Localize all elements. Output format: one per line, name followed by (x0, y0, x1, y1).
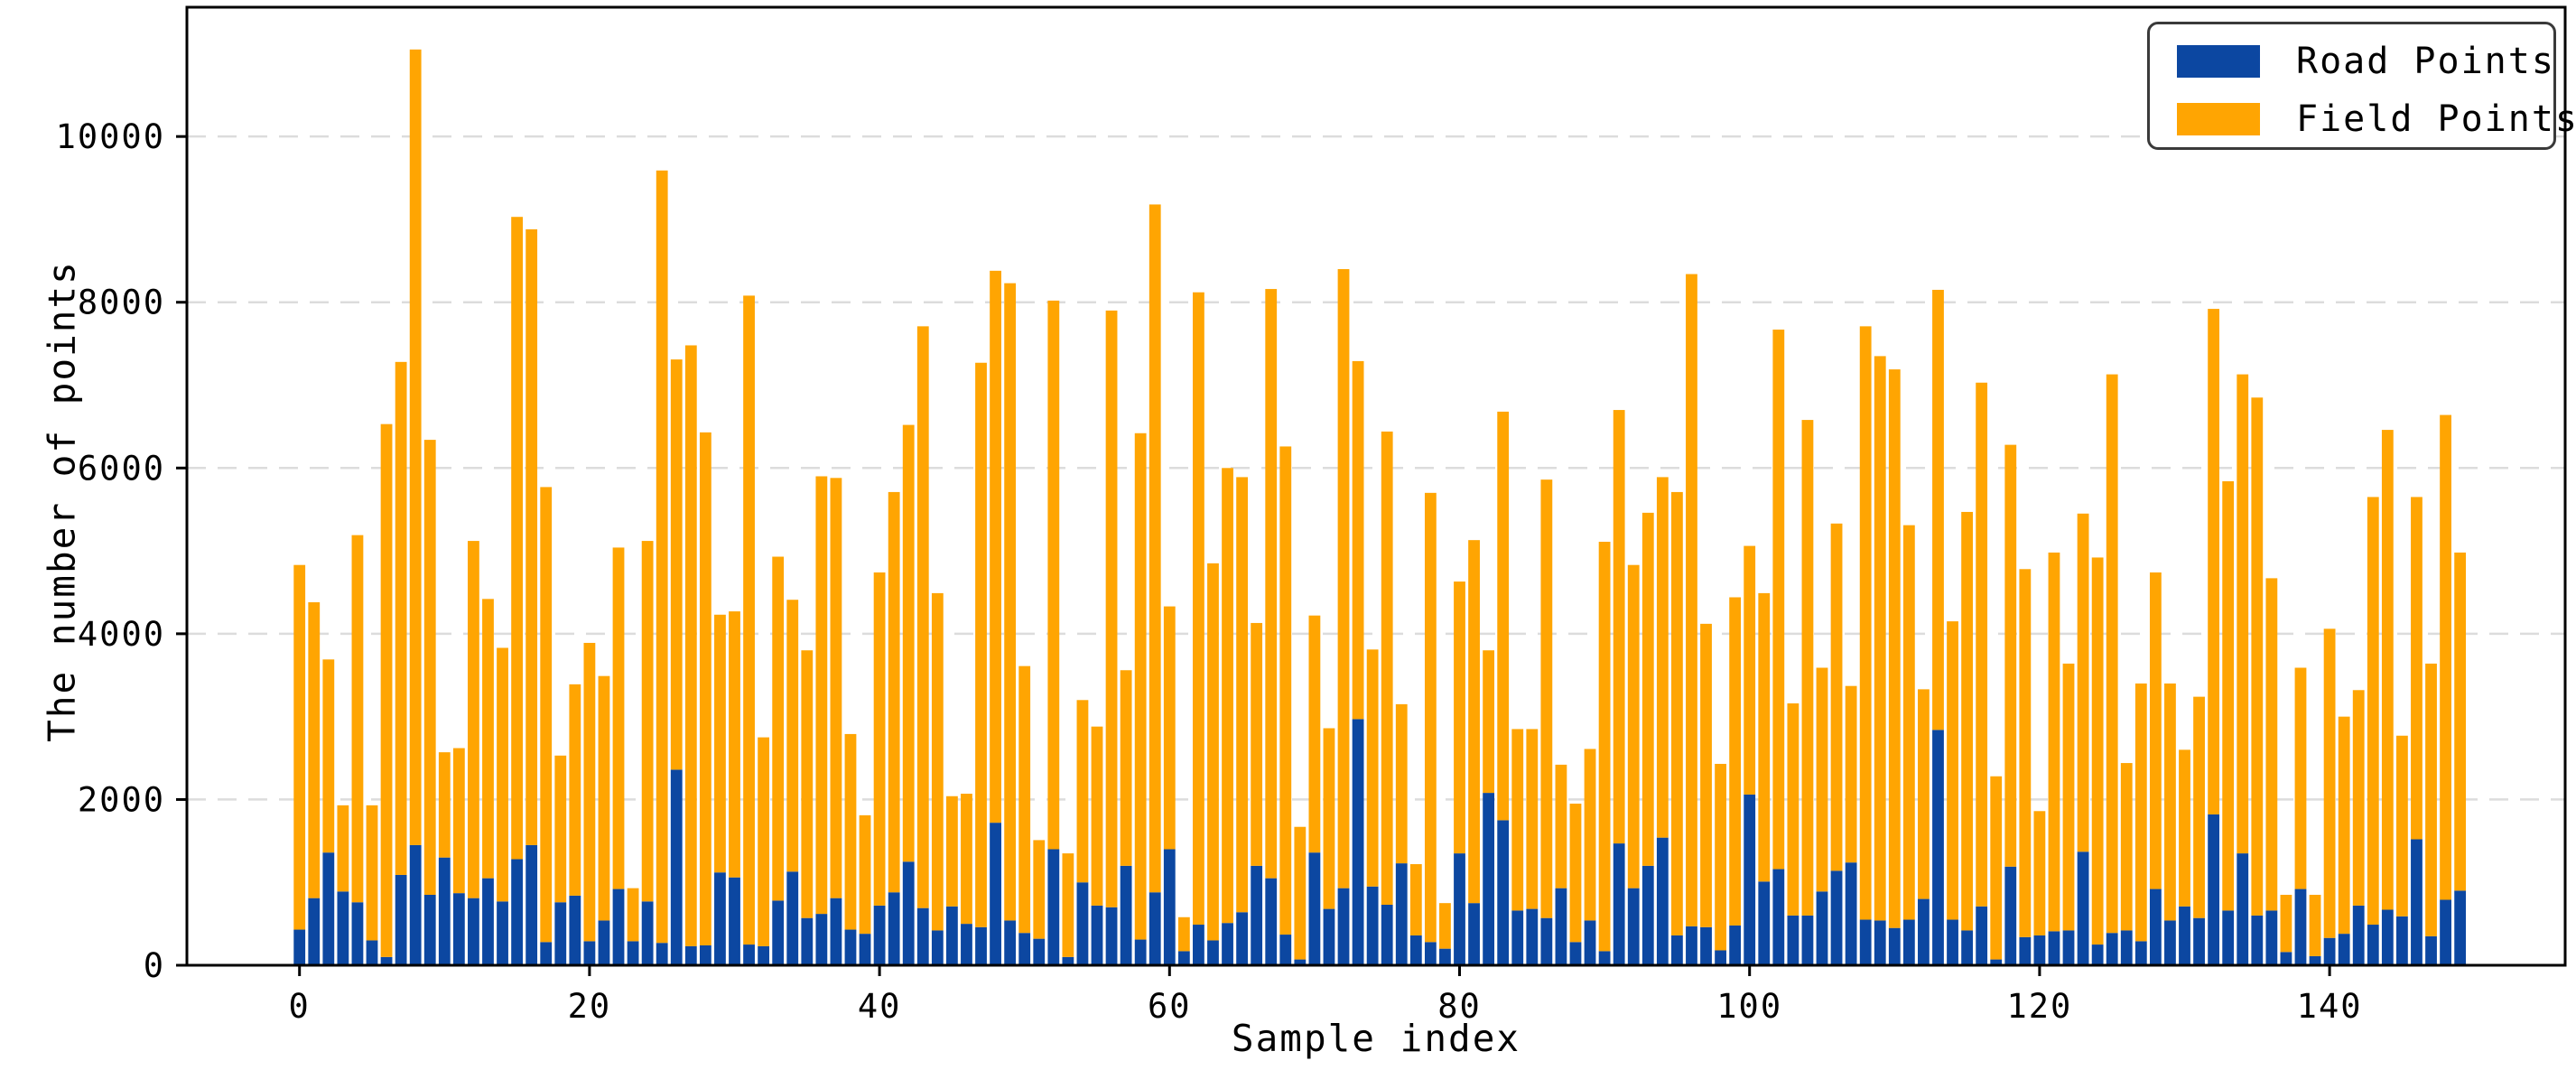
svg-text:80: 80 (1437, 987, 1482, 1026)
svg-text:8000: 8000 (78, 284, 165, 322)
svg-text:2000: 2000 (78, 780, 165, 819)
svg-text:140: 140 (2297, 987, 2363, 1026)
svg-text:120: 120 (2006, 987, 2072, 1026)
legend-label-field: Field Points (2296, 98, 2576, 140)
legend-label-road: Road Points (2296, 41, 2555, 82)
svg-text:60: 60 (1148, 987, 1192, 1026)
legend: Road Points Field Points (2147, 22, 2576, 150)
svg-text:100: 100 (1716, 987, 1782, 1026)
y-axis-label: The number of points (40, 260, 84, 742)
svg-text:0: 0 (144, 946, 165, 985)
svg-text:6000: 6000 (78, 449, 165, 488)
legend-item-road: Road Points (2177, 41, 2555, 82)
road-points-swatch (2177, 45, 2260, 78)
svg-text:40: 40 (858, 987, 902, 1026)
svg-text:4000: 4000 (78, 615, 165, 654)
svg-text:10000: 10000 (56, 117, 165, 156)
svg-text:20: 20 (568, 987, 612, 1026)
legend-item-field: Field Points (2177, 98, 2576, 140)
x-axis-label: Sample index (1231, 1017, 1521, 1060)
field-points-swatch (2177, 103, 2260, 135)
svg-text:0: 0 (289, 987, 311, 1026)
